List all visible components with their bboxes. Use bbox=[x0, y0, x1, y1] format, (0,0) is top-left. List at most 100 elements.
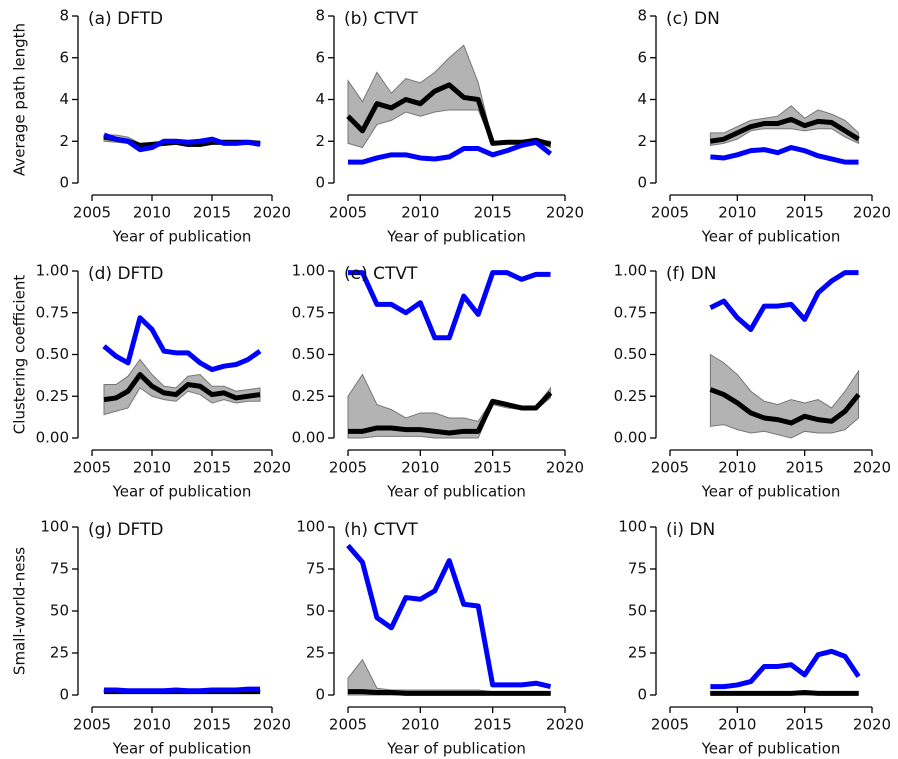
panel-title: (g) DFTD bbox=[88, 520, 164, 540]
y-tick-label: 0.50 bbox=[36, 345, 69, 363]
y-tick-label: 0.25 bbox=[292, 387, 325, 405]
x-tick-label: 2015 bbox=[474, 459, 512, 477]
x-tick-label: 2010 bbox=[133, 204, 171, 222]
y-tick-label: 1.00 bbox=[36, 262, 69, 280]
x-tick-label: 2015 bbox=[193, 459, 231, 477]
x-tick-label: 2010 bbox=[133, 716, 171, 734]
x-tick-label: 2010 bbox=[718, 716, 756, 734]
band bbox=[347, 44, 552, 149]
x-axis-label: Year of publication bbox=[386, 483, 526, 501]
x-tick-label: 2010 bbox=[401, 459, 439, 477]
x-tick-label: 2005 bbox=[329, 204, 367, 222]
series-line bbox=[710, 145, 859, 165]
y-tick-label: 0.25 bbox=[36, 387, 69, 405]
x-tick-label: 2020 bbox=[253, 459, 291, 477]
x-tick-label: 2005 bbox=[73, 204, 111, 222]
series-line bbox=[348, 391, 553, 436]
y-tick-label: 100 bbox=[40, 518, 69, 536]
x-tick-label: 2020 bbox=[253, 716, 291, 734]
series-line bbox=[348, 139, 553, 165]
y-tick-label: 100 bbox=[296, 518, 325, 536]
band bbox=[347, 658, 552, 696]
y-tick-label: 6 bbox=[637, 48, 647, 66]
y-tick-label: 0.00 bbox=[614, 429, 647, 447]
y-tick-label: 4 bbox=[59, 90, 69, 108]
y-tick-label: 50 bbox=[306, 602, 325, 620]
x-axis-label: Year of publication bbox=[701, 740, 841, 758]
panel-title: (i) DN bbox=[666, 520, 715, 540]
x-tick-label: 2015 bbox=[193, 716, 231, 734]
x-axis-label: Year of publication bbox=[386, 228, 526, 246]
series-line bbox=[102, 315, 262, 373]
x-tick-label: 2010 bbox=[133, 459, 171, 477]
x-tick-label: 2020 bbox=[546, 459, 584, 477]
x-tick-label: 2015 bbox=[193, 204, 231, 222]
y-tick-label: 25 bbox=[306, 644, 325, 662]
x-tick-label: 2015 bbox=[474, 204, 512, 222]
x-tick-label: 2020 bbox=[546, 204, 584, 222]
series-line bbox=[348, 689, 551, 696]
panel-title: (b) CTVT bbox=[344, 9, 418, 29]
y-tick-label: 0 bbox=[59, 174, 69, 192]
y-tick-label: 0 bbox=[637, 686, 647, 704]
x-axis-label: Year of publication bbox=[701, 483, 841, 501]
y-axis-label: Clustering coefficient bbox=[11, 275, 29, 435]
y-tick-label: 0.75 bbox=[36, 303, 69, 321]
x-tick-label: 2005 bbox=[329, 459, 367, 477]
y-tick-label: 2 bbox=[59, 132, 69, 150]
panel-title: (h) CTVT bbox=[344, 520, 418, 540]
y-tick-label: 25 bbox=[628, 644, 647, 662]
y-axis-label: Average path length bbox=[11, 23, 29, 176]
panel-title: (f) DN bbox=[666, 264, 716, 284]
band bbox=[709, 105, 860, 147]
x-axis-label: Year of publication bbox=[701, 228, 841, 246]
y-tick-label: 75 bbox=[628, 560, 647, 578]
y-tick-label: 0.00 bbox=[292, 429, 325, 447]
y-tick-label: 8 bbox=[637, 7, 647, 25]
series-line bbox=[348, 270, 551, 341]
panel-title: (a) DFTD bbox=[88, 9, 163, 29]
y-tick-label: 1.00 bbox=[614, 262, 647, 280]
band bbox=[709, 353, 860, 439]
y-tick-label: 8 bbox=[59, 7, 69, 25]
y-axis-label: Small-world-ness bbox=[11, 547, 29, 675]
x-axis-label: Year of publication bbox=[112, 483, 252, 501]
x-tick-label: 2015 bbox=[474, 716, 512, 734]
y-tick-label: 75 bbox=[306, 560, 325, 578]
y-tick-label: 100 bbox=[618, 518, 647, 536]
y-tick-label: 0.50 bbox=[614, 345, 647, 363]
panel-title: (d) DFTD bbox=[88, 264, 164, 284]
x-tick-label: 2010 bbox=[401, 716, 439, 734]
y-tick-label: 50 bbox=[628, 602, 647, 620]
y-tick-label: 4 bbox=[637, 90, 647, 108]
y-tick-label: 8 bbox=[315, 7, 325, 25]
y-tick-label: 0.75 bbox=[614, 303, 647, 321]
x-tick-label: 2020 bbox=[853, 204, 891, 222]
y-tick-label: 0.00 bbox=[36, 429, 69, 447]
panel-title: (c) DN bbox=[666, 9, 720, 29]
series-line bbox=[710, 648, 861, 690]
x-tick-label: 2010 bbox=[718, 204, 756, 222]
y-tick-label: 4 bbox=[315, 90, 325, 108]
y-tick-label: 25 bbox=[50, 644, 69, 662]
y-tick-label: 2 bbox=[315, 132, 325, 150]
y-tick-label: 50 bbox=[50, 602, 69, 620]
series-line bbox=[709, 270, 859, 332]
y-tick-label: 1.00 bbox=[292, 262, 325, 280]
y-tick-label: 2 bbox=[637, 132, 647, 150]
panel-title: (e) CTVT bbox=[344, 264, 418, 284]
series-line bbox=[346, 82, 552, 147]
series-line bbox=[104, 686, 260, 694]
series-line bbox=[709, 387, 861, 426]
x-tick-label: 2020 bbox=[546, 716, 584, 734]
x-axis-label: Year of publication bbox=[112, 740, 252, 758]
x-axis-label: Year of publication bbox=[386, 740, 526, 758]
series-line bbox=[710, 689, 859, 696]
y-tick-label: 0 bbox=[315, 686, 325, 704]
y-tick-label: 6 bbox=[59, 48, 69, 66]
x-tick-label: 2020 bbox=[253, 204, 291, 222]
x-tick-label: 2005 bbox=[73, 716, 111, 734]
y-tick-label: 6 bbox=[315, 48, 325, 66]
x-tick-label: 2010 bbox=[401, 204, 439, 222]
x-tick-label: 2015 bbox=[786, 204, 824, 222]
